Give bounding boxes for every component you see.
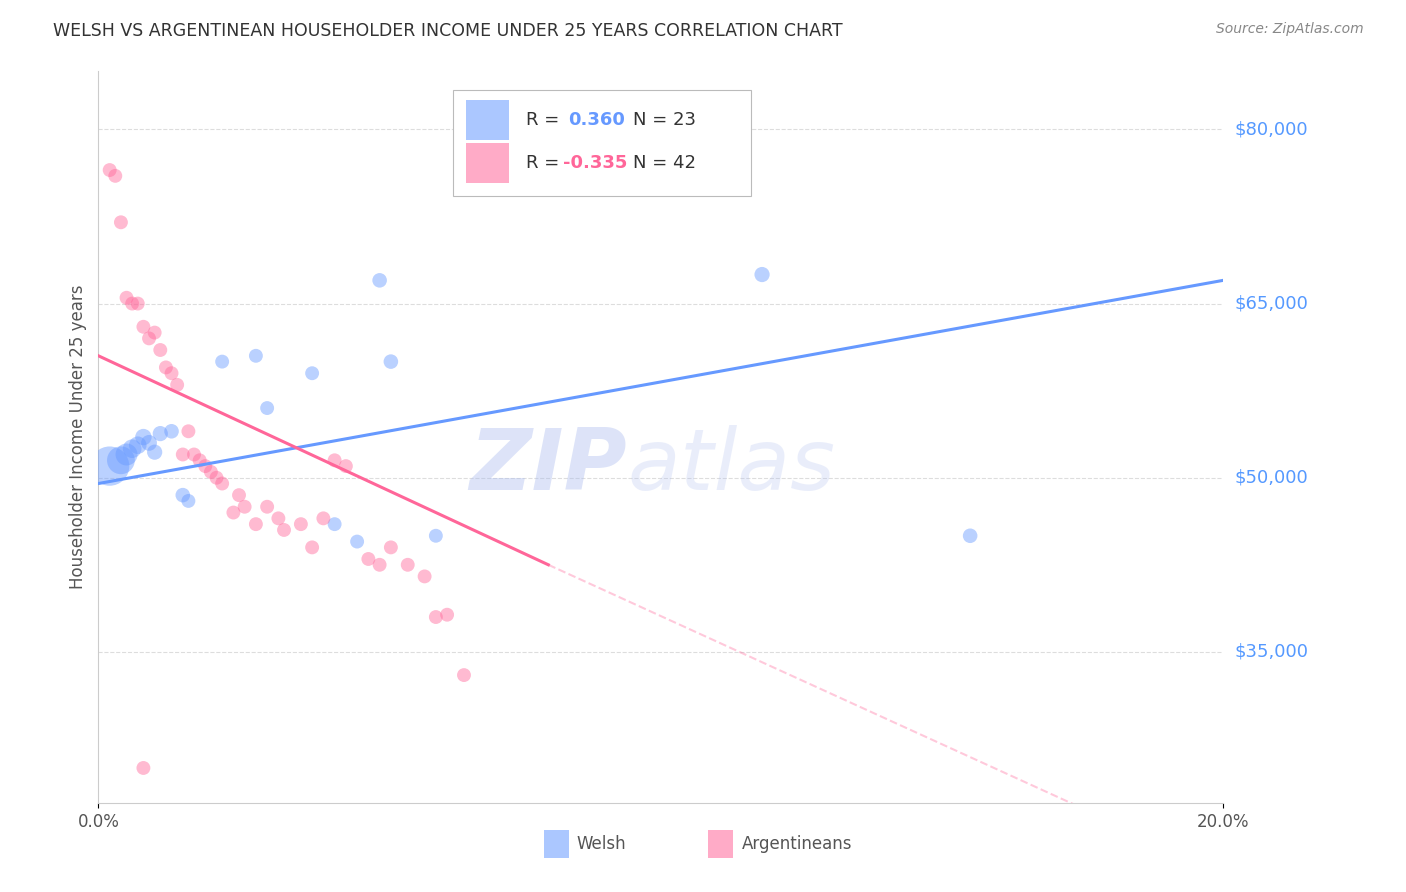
Point	[368, 558, 391, 572]
Point	[312, 511, 335, 525]
Point	[413, 569, 436, 583]
Point	[425, 610, 447, 624]
Point	[132, 430, 155, 444]
Point	[959, 529, 981, 543]
Text: N = 42: N = 42	[633, 153, 696, 172]
Point	[301, 366, 323, 380]
Point	[149, 426, 172, 441]
Text: Welsh: Welsh	[576, 836, 626, 854]
Text: WELSH VS ARGENTINEAN HOUSEHOLDER INCOME UNDER 25 YEARS CORRELATION CHART: WELSH VS ARGENTINEAN HOUSEHOLDER INCOME …	[53, 22, 844, 40]
Point	[245, 517, 267, 532]
Point	[436, 607, 458, 622]
Point	[222, 506, 245, 520]
Text: $50,000: $50,000	[1234, 468, 1308, 487]
Text: $65,000: $65,000	[1234, 294, 1308, 312]
Point	[205, 471, 228, 485]
Point	[132, 761, 155, 775]
FancyBboxPatch shape	[709, 830, 733, 858]
Point	[177, 494, 200, 508]
Text: ZIP: ZIP	[470, 425, 627, 508]
Point	[380, 354, 402, 368]
Point	[267, 511, 290, 525]
Point	[323, 517, 346, 532]
Point	[425, 529, 447, 543]
Point	[110, 453, 132, 467]
Text: $35,000: $35,000	[1234, 643, 1309, 661]
Point	[172, 488, 194, 502]
Point	[228, 488, 250, 502]
Point	[256, 401, 278, 415]
Point	[160, 424, 183, 438]
Point	[127, 438, 149, 452]
Text: N = 23: N = 23	[633, 112, 696, 129]
FancyBboxPatch shape	[453, 90, 751, 195]
Point	[121, 296, 143, 310]
Point	[357, 552, 380, 566]
Point	[323, 453, 346, 467]
Point	[200, 465, 222, 479]
Point	[155, 360, 177, 375]
Point	[98, 163, 121, 178]
Point	[143, 445, 166, 459]
FancyBboxPatch shape	[467, 143, 509, 183]
Point	[98, 459, 121, 474]
Text: Argentineans: Argentineans	[742, 836, 852, 854]
Point	[453, 668, 475, 682]
Point	[110, 215, 132, 229]
Point	[188, 453, 211, 467]
Point	[346, 534, 368, 549]
Point	[115, 448, 138, 462]
Point	[245, 349, 267, 363]
Point	[104, 169, 127, 183]
Point	[301, 541, 323, 555]
Point	[751, 268, 773, 282]
Point	[335, 459, 357, 474]
Text: Source: ZipAtlas.com: Source: ZipAtlas.com	[1216, 22, 1364, 37]
Point	[396, 558, 419, 572]
Point	[143, 326, 166, 340]
Point	[183, 448, 205, 462]
FancyBboxPatch shape	[544, 830, 568, 858]
Point	[149, 343, 172, 357]
Text: atlas: atlas	[627, 425, 835, 508]
Point	[368, 273, 391, 287]
Point	[211, 476, 233, 491]
FancyBboxPatch shape	[467, 100, 509, 140]
Point	[273, 523, 295, 537]
Point	[138, 436, 160, 450]
Text: 0.360: 0.360	[568, 112, 626, 129]
Point	[256, 500, 278, 514]
Point	[177, 424, 200, 438]
Point	[115, 291, 138, 305]
Point	[194, 459, 217, 474]
Text: -0.335: -0.335	[562, 153, 627, 172]
Point	[127, 296, 149, 310]
Text: R =: R =	[526, 112, 565, 129]
Point	[132, 319, 155, 334]
Point	[138, 331, 160, 345]
Point	[121, 442, 143, 456]
Text: $80,000: $80,000	[1234, 120, 1308, 138]
Point	[380, 541, 402, 555]
Point	[290, 517, 312, 532]
Y-axis label: Householder Income Under 25 years: Householder Income Under 25 years	[69, 285, 87, 590]
Point	[233, 500, 256, 514]
Point	[211, 354, 233, 368]
Point	[166, 377, 188, 392]
Text: R =: R =	[526, 153, 565, 172]
Point	[172, 448, 194, 462]
Point	[160, 366, 183, 380]
